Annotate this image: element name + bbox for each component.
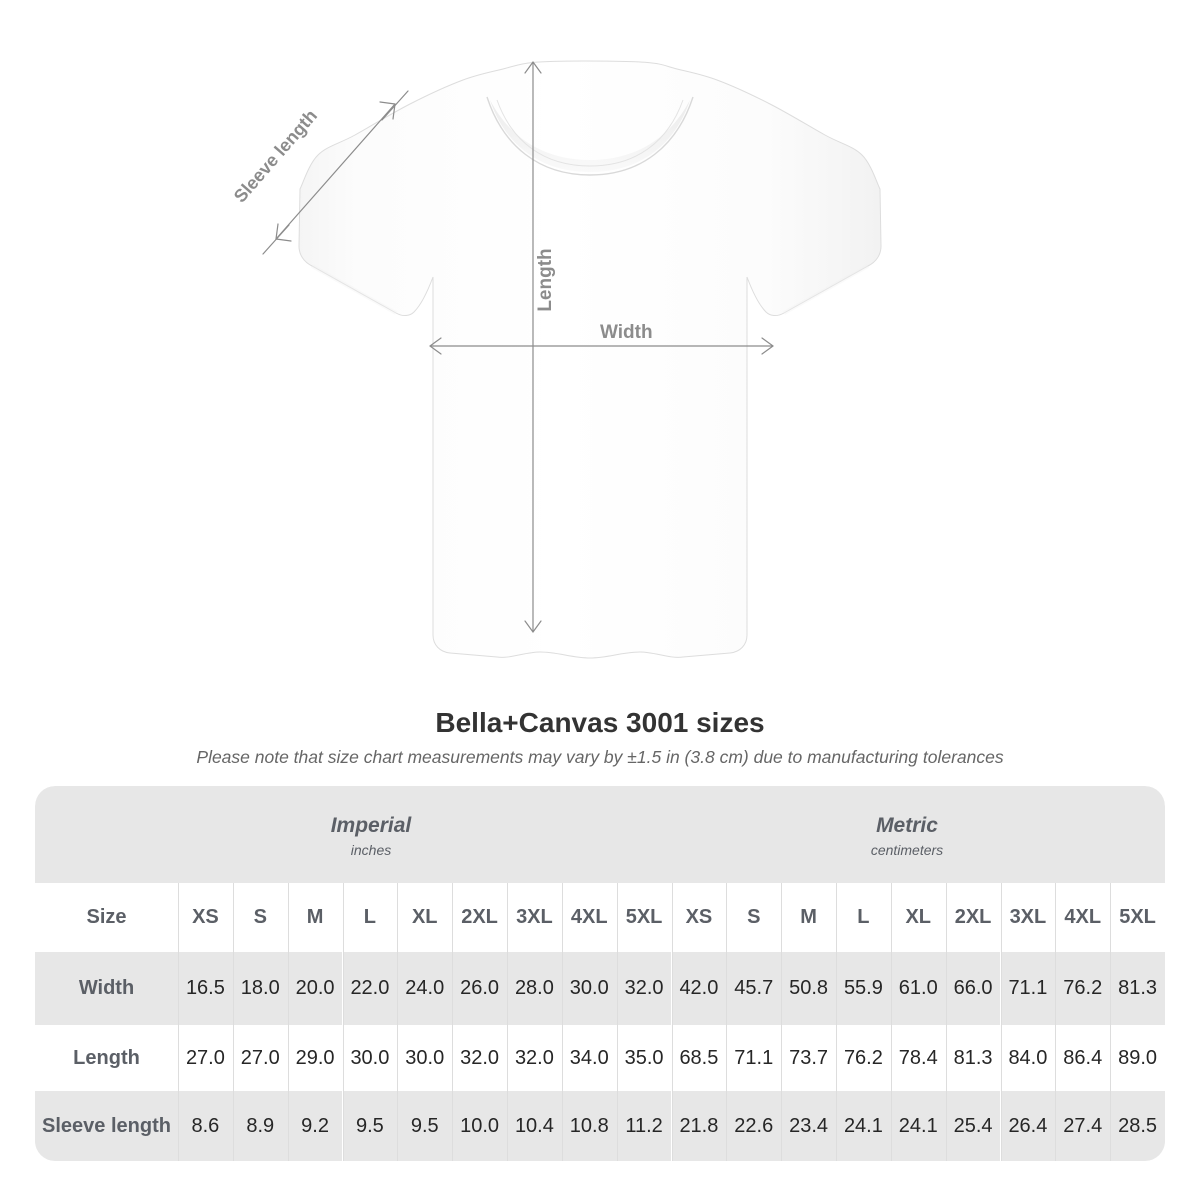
svg-text:Length: Length xyxy=(535,248,556,311)
svg-text:Width: Width xyxy=(600,322,653,343)
